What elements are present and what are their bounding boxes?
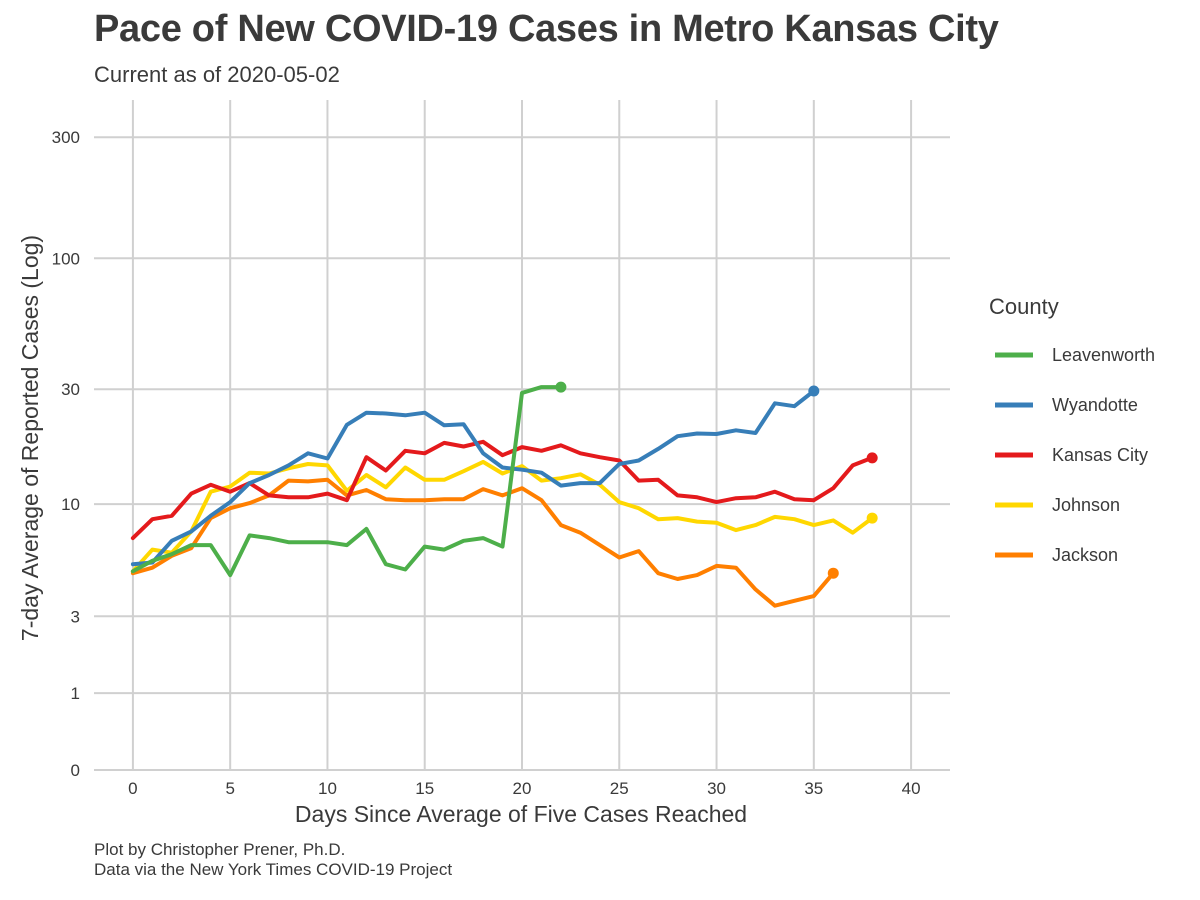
end-marker-wyandotte	[808, 385, 820, 397]
legend-item: Johnson	[995, 495, 1120, 515]
x-axis-title: Days Since Average of Five Cases Reached	[295, 801, 747, 827]
x-tick-label: 0	[128, 779, 137, 798]
end-marker-kansas-city	[866, 452, 878, 464]
legend-item: Wyandotte	[995, 395, 1138, 415]
legend-item: Kansas City	[995, 445, 1148, 465]
chart-subtitle: Current as of 2020-05-02	[94, 62, 340, 87]
caption: Plot by Christopher Prener, Ph.D. Data v…	[94, 840, 452, 880]
legend-item: Jackson	[995, 545, 1118, 565]
legend-label: Leavenworth	[1052, 345, 1155, 365]
series-lines	[130, 385, 875, 608]
y-tick-label: 300	[52, 128, 80, 147]
x-tick-label: 35	[804, 779, 823, 798]
legend-label: Wyandotte	[1052, 395, 1138, 415]
series-line-leavenworth	[130, 385, 563, 578]
caption-author: Plot by Christopher Prener, Ph.D.	[94, 840, 346, 859]
end-marker-jackson	[827, 567, 839, 579]
series-end-markers	[555, 381, 878, 579]
y-tick-label: 30	[61, 380, 80, 399]
y-tick-label: 0	[71, 761, 80, 780]
y-axis-title: 7-day Average of Reported Cases (Log)	[17, 235, 43, 641]
x-tick-label: 10	[318, 779, 337, 798]
x-tick-label: 20	[513, 779, 532, 798]
y-tick-label: 10	[61, 495, 80, 514]
series-line-jackson	[130, 477, 836, 608]
legend-item: Leavenworth	[995, 345, 1155, 365]
legend: County Leavenworth Wyandotte Kansas City Jo…	[989, 294, 1155, 565]
x-tick-label: 25	[610, 779, 629, 798]
legend-label: Kansas City	[1052, 445, 1148, 465]
legend-label: Jackson	[1052, 545, 1118, 565]
end-marker-leavenworth	[555, 381, 567, 393]
grid-lines	[94, 100, 950, 771]
y-tick-label: 3	[71, 607, 80, 626]
y-tick-label: 1	[71, 684, 80, 703]
legend-title: County	[989, 294, 1059, 319]
x-tick-label: 15	[415, 779, 434, 798]
caption-source: Data via the New York Times COVID-19 Pro…	[94, 860, 453, 879]
series-line-wyandotte	[130, 389, 816, 567]
y-tick-label: 100	[52, 249, 80, 268]
x-tick-label: 40	[902, 779, 921, 798]
series-line-johnson	[130, 459, 875, 574]
series-line-kansas-city	[130, 439, 875, 541]
x-tick-label: 30	[707, 779, 726, 798]
chart-title: Pace of New COVID-19 Cases in Metro Kans…	[94, 8, 999, 50]
end-marker-johnson	[866, 512, 878, 524]
legend-label: Johnson	[1052, 495, 1120, 515]
y-axis-tick-labels: 0 1 3 10 30 100 300	[52, 128, 80, 780]
x-axis-tick-labels: 0 5 10 15 20 25 30 35 40	[128, 779, 920, 798]
x-tick-label: 5	[225, 779, 234, 798]
